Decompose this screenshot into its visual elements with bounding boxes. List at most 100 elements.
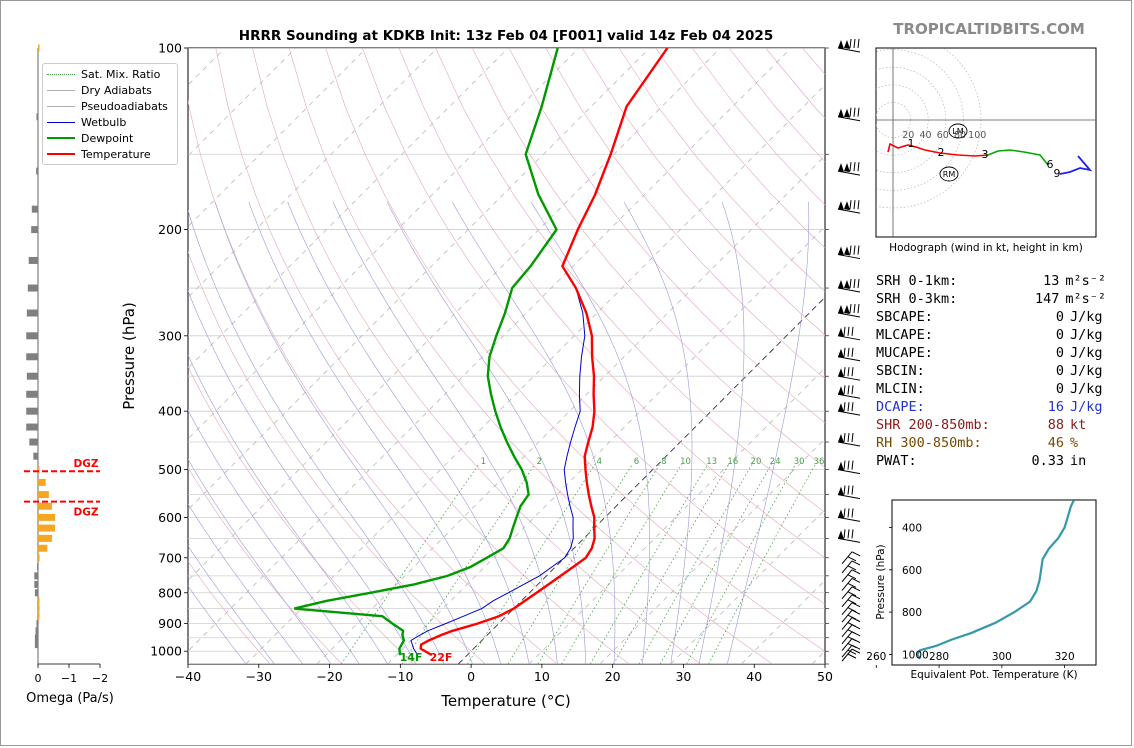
omega-bar [38,478,46,486]
dry-adiabat [582,48,825,336]
wind-barb [837,326,861,341]
barb-flag [857,162,860,172]
barb-pennant [838,530,844,540]
stat-label: SHR 200-850mb: [876,417,990,433]
hodograph-frame [875,47,1097,238]
storm-motion-marker [948,123,968,139]
dry-adiabat [545,48,825,380]
stat-row: DCAPE: 16 J/kg [876,398,1106,416]
omega-bar [34,641,38,649]
omega-bar [34,580,38,588]
moist-adiabat [698,201,745,664]
wind-barb [837,347,861,362]
barb-pennant [838,434,844,444]
omega-bar [38,44,40,52]
omega-bar [29,438,38,446]
surface-dewpoint-label: 14F [400,651,423,664]
wind-barbs [837,38,861,662]
mixing-ratio-line [467,464,596,664]
barb-flag [851,326,854,336]
legend-entry: Wetbulb [47,114,173,130]
wind-barb [837,485,861,500]
barb-shaft [837,312,861,318]
hodograph-height-label: 2 [938,146,945,159]
legend-swatch [47,105,75,107]
hodograph-caption: Hodograph (wind in kt, height in km) [889,242,1083,254]
surface-temp-label: 22F [430,651,453,664]
stat-value: 16 [1047,399,1064,415]
moist-adiabat [332,201,558,664]
moist-adiabat [188,458,332,664]
barb-flag [847,607,857,613]
legend-swatch [47,73,75,75]
barb-shaft [837,47,861,53]
stat-value: 0 [1055,327,1064,343]
barb-shaft [837,170,861,176]
barb-pennant [838,348,844,358]
barb-pennant [844,163,850,173]
barb-flag [853,303,856,314]
temperature-line [419,48,669,657]
barb-flag [847,460,850,470]
moist-adiabat [451,201,616,664]
omega-bar [38,466,40,474]
wind-barb [841,577,861,591]
barb-flag [857,107,860,117]
wind-barb [837,200,861,214]
hodograph-height-label: 3 [982,148,989,161]
stat-row: PWAT: 0.33 in [876,452,1106,470]
barb-flag [849,278,852,289]
mixing-ratio-line [638,464,753,664]
barb-shaft [841,624,853,638]
barb-shaft [841,578,853,591]
barb-flag [851,617,861,623]
barb-flag [843,347,846,357]
hodograph-trace-red [887,142,989,157]
y-tick-label: 800 [158,585,182,600]
omega-bar [36,620,38,628]
x-tick-label: −40 [175,669,201,684]
moist-adiabat [287,201,530,664]
legend-swatch [47,137,75,139]
moist-adiabat [188,209,445,664]
stat-unit: J/kg [1070,345,1103,361]
stat-label: DCAPE: [876,399,925,415]
x-tick-label: −20 [316,669,342,684]
x-tick-label: −30 [246,669,272,684]
legend-label: Wetbulb [81,115,127,129]
wind-barb [841,602,861,615]
wind-barb [837,162,861,176]
y-tick-label: 300 [158,328,182,343]
barb-shaft [841,648,853,662]
wind-barb [837,385,861,399]
barb-flag [843,367,846,377]
barb-flag [851,609,861,615]
omega-bar [26,407,38,415]
dry-adiabat [188,560,271,664]
barb-flag [851,432,854,443]
legend-entry: Dewpoint [47,130,173,146]
dry-adiabat [215,48,630,664]
storm-motion-label: RM [943,170,956,179]
barb-flag [851,460,854,470]
isotherm-line [458,296,825,664]
mixing-ratio-line [659,464,772,664]
omega-bar [26,372,38,380]
stat-value: 0.33 [1031,453,1064,469]
omega-tick-label: −2 [92,672,108,685]
barb-flag [849,38,852,49]
barb-flag [851,602,861,608]
omega-bar [35,627,38,635]
barb-flag [847,653,857,659]
moist-adiabat [188,503,303,664]
y-tick-label: 600 [158,510,182,525]
barb-flag [851,577,861,583]
barb-pennant [844,280,850,290]
barb-flag [843,529,846,539]
skewt-plot: 1 2 4 6 8 10 13 16 20 24 30 36 −40 −30 −20 −10 0 10 20 30 4… [120,41,833,711]
legend: Sat. Mix. Ratio Dry Adiabats Pseudoadiabat… [42,63,178,165]
theta-e-line [915,500,1075,660]
barb-flag [851,485,854,495]
barb-flag [851,347,854,357]
site-brand: TROPICALTIDBITS.COM [893,20,1085,38]
